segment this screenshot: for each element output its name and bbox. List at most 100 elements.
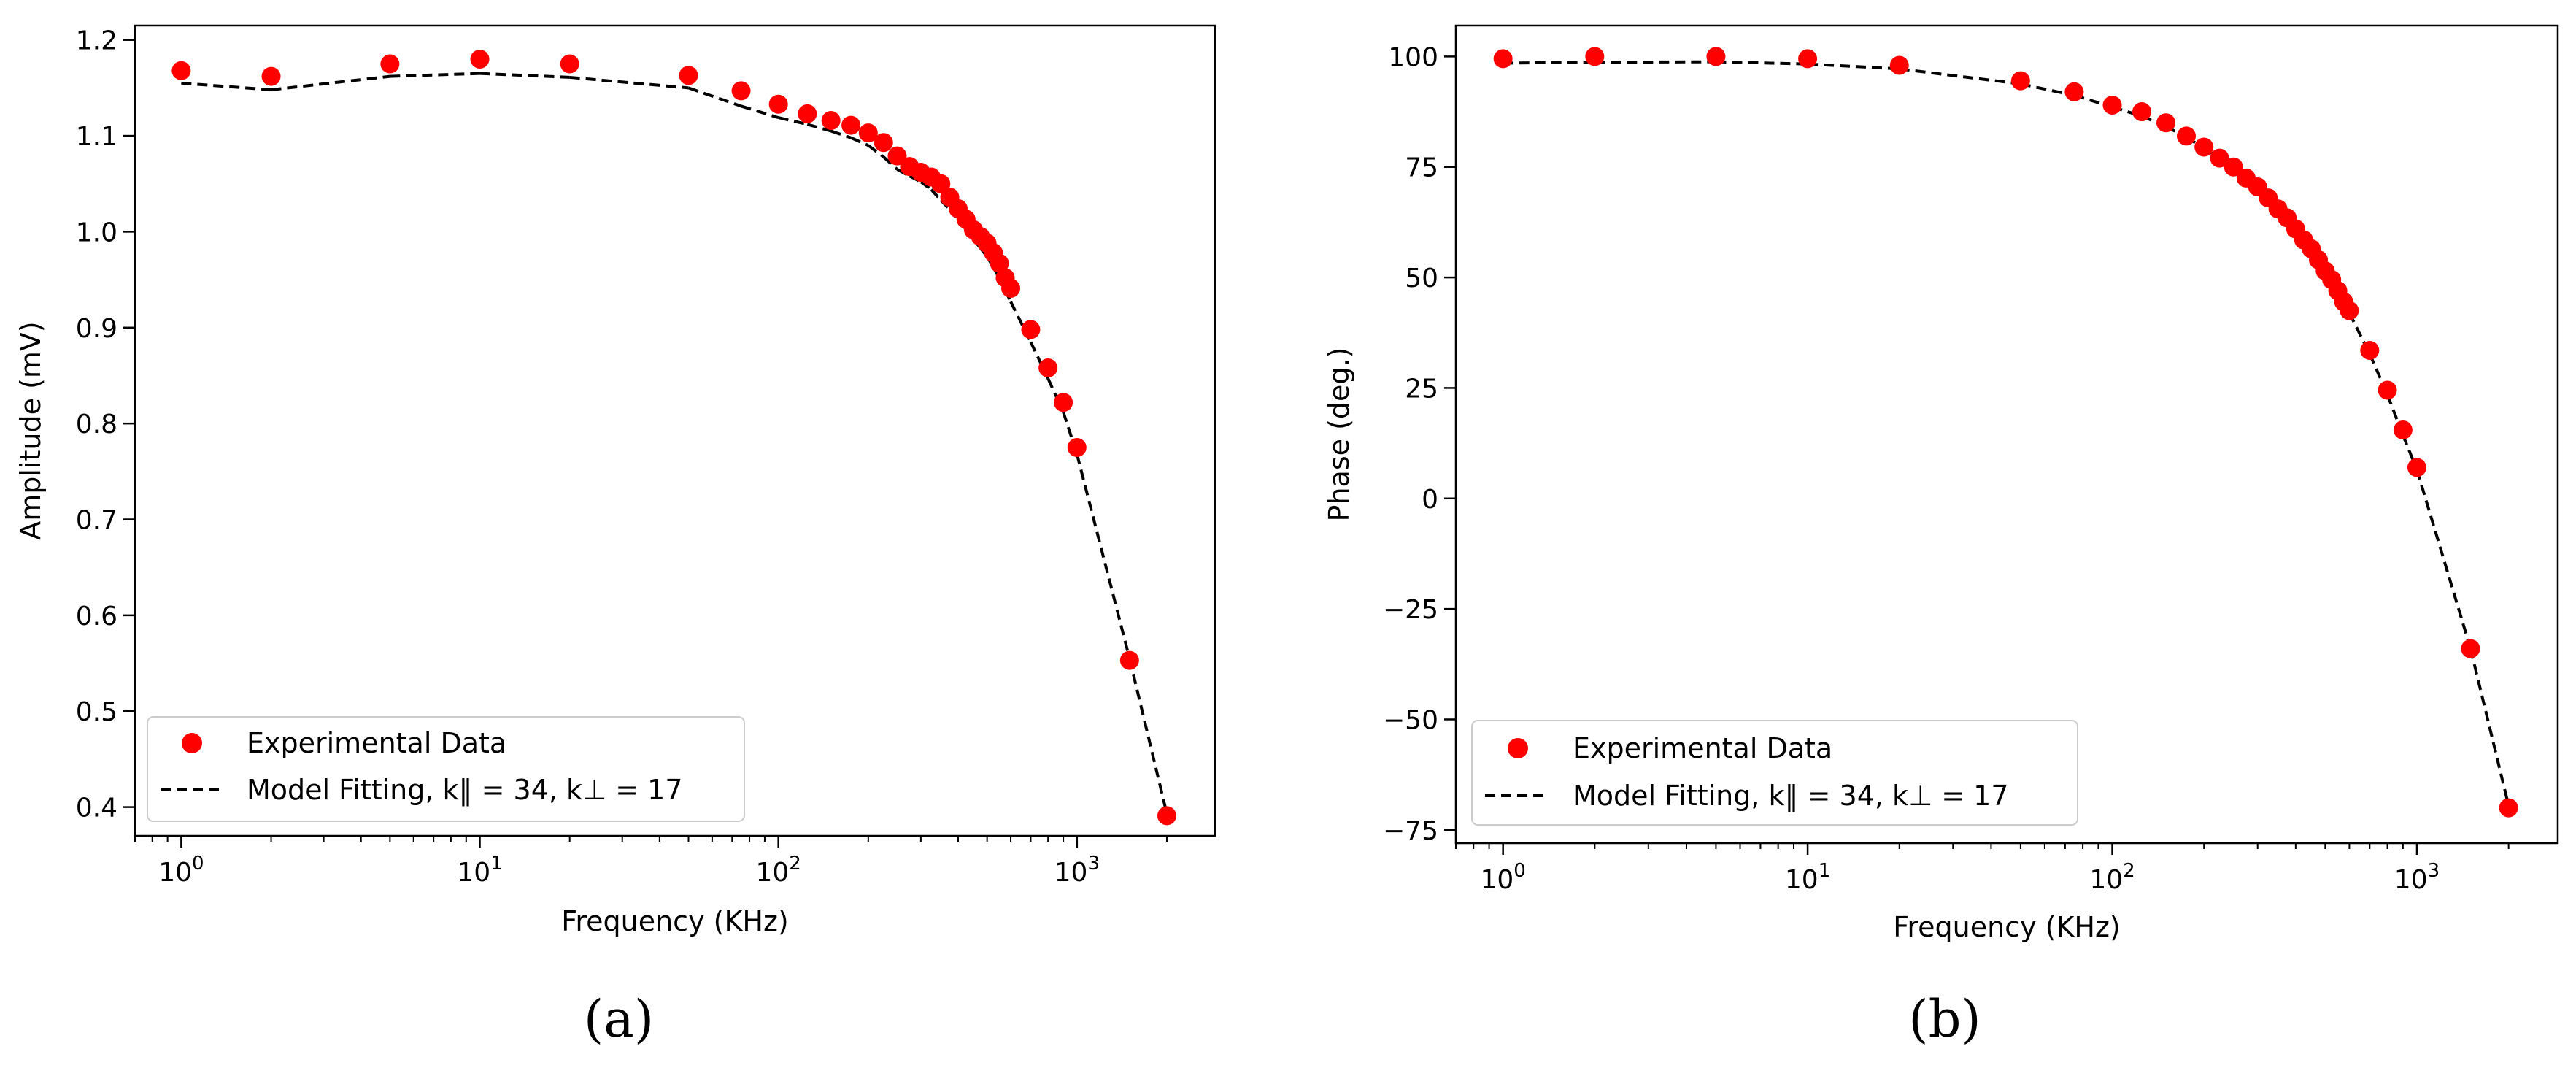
y-tick-label: 1.2 <box>76 26 117 56</box>
model-fitting-lines <box>181 72 1168 815</box>
legend-marker-experimental <box>1508 738 1528 758</box>
data-point <box>2210 148 2229 168</box>
data-point <box>380 54 400 74</box>
x-axis-title: Frequency (KHz) <box>1893 911 2120 943</box>
model-line-segment <box>1899 67 2021 85</box>
model-line-segment <box>271 74 390 91</box>
data-point <box>990 253 1009 273</box>
x-tick-label: 101 <box>1785 860 1830 895</box>
data-point <box>2224 157 2243 177</box>
data-point <box>1798 49 1818 69</box>
data-point <box>171 61 191 80</box>
model-line-segment <box>850 136 869 147</box>
model-line-segment <box>806 123 832 133</box>
model-line-segment <box>1503 61 1595 65</box>
model-line-segment <box>2415 469 2472 650</box>
data-point <box>679 66 698 85</box>
y-axis-title: Amplitude (mV) <box>15 321 47 539</box>
model-line-segment <box>2402 434 2418 471</box>
model-line-segment <box>569 75 689 90</box>
data-point <box>1157 806 1176 826</box>
data-point <box>2194 137 2214 157</box>
model-line-segment <box>882 155 898 171</box>
data-point <box>1001 278 1021 298</box>
model-line-segment <box>1716 60 1808 66</box>
data-point <box>2360 340 2380 360</box>
x-tick-label: 102 <box>755 853 801 888</box>
legend: Experimental Data Model Fitting, k‖ = 34… <box>1471 720 2078 826</box>
data-point <box>2407 458 2426 477</box>
model-line-segment <box>1807 62 1900 71</box>
y-tick-label: 1.1 <box>76 122 117 152</box>
y-tick-label: 100 <box>1388 42 1438 72</box>
y-tick-label: 0.6 <box>76 602 117 631</box>
plot-frame <box>134 24 1216 837</box>
model-fitting-lines <box>1503 60 2510 807</box>
y-tick-label: 0.4 <box>76 794 117 823</box>
x-tick-label: 100 <box>158 853 204 888</box>
model-line-segment <box>778 116 808 126</box>
panel-caption: (a) <box>584 989 654 1049</box>
x-tick-label: 102 <box>2089 860 2135 895</box>
x-axis-ticks: 100 101 102 103 <box>1455 843 2510 895</box>
legend-label-experimental: Experimental Data <box>247 727 506 759</box>
model-line-segment <box>479 72 570 79</box>
data-point <box>1493 49 1513 69</box>
y-tick-label: −25 <box>1383 595 1438 625</box>
model-line-segment <box>919 180 933 191</box>
data-point <box>874 133 893 153</box>
x-axis-title: Frequency (KHz) <box>561 905 788 937</box>
model-line-segment <box>2469 648 2510 807</box>
model-line-segment <box>1046 377 1065 413</box>
data-point <box>858 123 878 143</box>
data-point <box>560 54 579 74</box>
data-point <box>768 94 788 114</box>
data-point <box>2378 380 2397 400</box>
model-line-segment <box>1127 658 1168 815</box>
model-line-segment <box>181 81 271 92</box>
model-line-segment <box>687 86 742 108</box>
data-point <box>1585 47 1605 66</box>
model-line-segment <box>830 129 852 139</box>
data-point <box>821 111 841 131</box>
legend-label-model: Model Fitting, k‖ = 34, k⊥ = 17 <box>1573 780 2009 812</box>
amplitude-chart-panel: 100 101 102 103 0.4 0.5 0.6 0.7 0.8 0.9 1.0 1.1 1.2… <box>15 24 1216 1049</box>
legend-label-experimental: Experimental Data <box>1573 732 1832 764</box>
y-axis-ticks: −75 −50 −25 0 25 50 75 100 <box>1383 42 1456 846</box>
data-point <box>1119 650 1139 670</box>
data-point <box>2393 420 2413 439</box>
y-tick-label: 0.9 <box>76 314 117 344</box>
data-point <box>841 115 861 135</box>
data-point <box>2102 95 2122 115</box>
experimental-data-points <box>171 49 1176 826</box>
y-axis-title: Phase (deg.) <box>1323 347 1355 522</box>
data-point <box>470 49 490 69</box>
x-tick-label: 100 <box>1480 860 1525 895</box>
model-line-segment <box>1075 453 1131 659</box>
y-tick-label: 0 <box>1422 485 1438 515</box>
data-point <box>1054 393 1073 412</box>
data-point <box>2132 102 2151 122</box>
y-tick-label: 0.7 <box>76 506 117 536</box>
data-point <box>731 81 751 101</box>
data-point <box>2499 798 2518 818</box>
x-tick-label: 101 <box>457 853 502 888</box>
model-line-segment <box>390 72 480 78</box>
model-line-segment <box>867 144 884 158</box>
y-tick-label: 0.5 <box>76 697 117 727</box>
model-line-segment <box>1594 60 1716 64</box>
y-axis-ticks: 0.4 0.5 0.6 0.7 0.8 0.9 1.0 1.1 1.2 <box>76 26 135 823</box>
panel-caption: (b) <box>1908 989 1981 1049</box>
legend-box <box>1471 720 2078 826</box>
legend-label-model: Model Fitting, k‖ = 34, k⊥ = 17 <box>247 774 683 807</box>
model-line-segment <box>930 188 942 201</box>
legend-marker-experimental <box>182 733 202 753</box>
data-point <box>2156 113 2176 133</box>
legend: Experimental Data Model Fitting, k‖ = 34… <box>147 716 745 822</box>
data-point <box>2064 82 2084 101</box>
data-point <box>2010 71 2030 91</box>
y-tick-label: −75 <box>1383 816 1438 846</box>
model-line-segment <box>2020 82 2075 97</box>
data-point <box>887 146 907 166</box>
